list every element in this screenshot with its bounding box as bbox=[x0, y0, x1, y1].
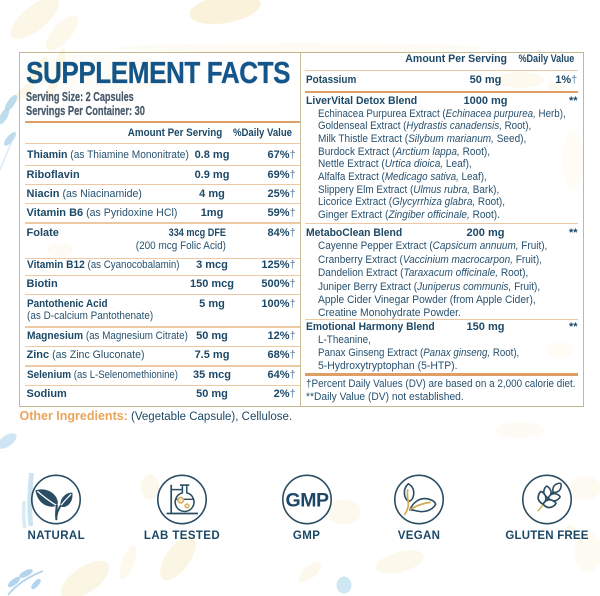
svg-text:GMP: GMP bbox=[285, 490, 328, 512]
